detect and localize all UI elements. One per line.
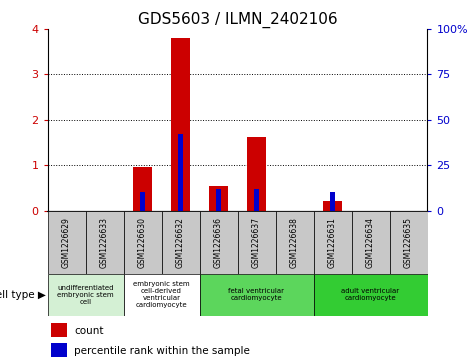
Bar xyxy=(314,274,428,316)
Bar xyxy=(390,211,428,274)
Bar xyxy=(171,38,190,211)
Text: GSM1226636: GSM1226636 xyxy=(214,217,223,268)
Text: GSM1226637: GSM1226637 xyxy=(252,217,261,268)
Text: embryonic stem
cell-derived
ventricular
cardiomyocyte: embryonic stem cell-derived ventricular … xyxy=(133,281,190,309)
Bar xyxy=(216,189,221,211)
Text: adult ventricular
cardiomyocyte: adult ventricular cardiomyocyte xyxy=(342,289,399,301)
Text: cell type ▶: cell type ▶ xyxy=(0,290,46,300)
Bar xyxy=(323,201,342,211)
Text: percentile rank within the sample: percentile rank within the sample xyxy=(74,346,250,356)
Bar xyxy=(209,185,228,211)
Bar xyxy=(48,274,124,316)
Text: GSM1226634: GSM1226634 xyxy=(366,217,375,268)
Bar xyxy=(124,274,200,316)
Bar xyxy=(51,323,66,338)
Bar xyxy=(51,343,66,357)
Bar xyxy=(330,192,335,211)
Bar xyxy=(133,167,152,211)
Bar xyxy=(140,192,145,211)
Text: undifferentiated
embryonic stem
cell: undifferentiated embryonic stem cell xyxy=(57,285,114,305)
Text: GSM1226631: GSM1226631 xyxy=(328,217,337,268)
Bar xyxy=(200,274,314,316)
Text: GSM1226629: GSM1226629 xyxy=(62,217,71,268)
Text: GSM1226632: GSM1226632 xyxy=(176,217,185,268)
Bar xyxy=(314,211,352,274)
Bar xyxy=(352,211,390,274)
Text: count: count xyxy=(74,326,104,336)
Bar xyxy=(178,134,183,211)
Bar xyxy=(86,211,124,274)
Bar xyxy=(238,211,276,274)
Bar xyxy=(162,211,199,274)
Bar xyxy=(276,211,314,274)
Bar xyxy=(247,137,266,211)
Bar xyxy=(48,211,86,274)
Title: GDS5603 / ILMN_2402106: GDS5603 / ILMN_2402106 xyxy=(138,12,337,28)
Text: GSM1226633: GSM1226633 xyxy=(100,217,109,268)
Text: fetal ventricular
cardiomyocyte: fetal ventricular cardiomyocyte xyxy=(228,289,285,301)
Text: GSM1226635: GSM1226635 xyxy=(404,217,413,268)
Bar xyxy=(254,189,259,211)
Bar xyxy=(124,211,162,274)
Text: GSM1226630: GSM1226630 xyxy=(138,217,147,268)
Bar xyxy=(200,211,238,274)
Text: GSM1226638: GSM1226638 xyxy=(290,217,299,268)
